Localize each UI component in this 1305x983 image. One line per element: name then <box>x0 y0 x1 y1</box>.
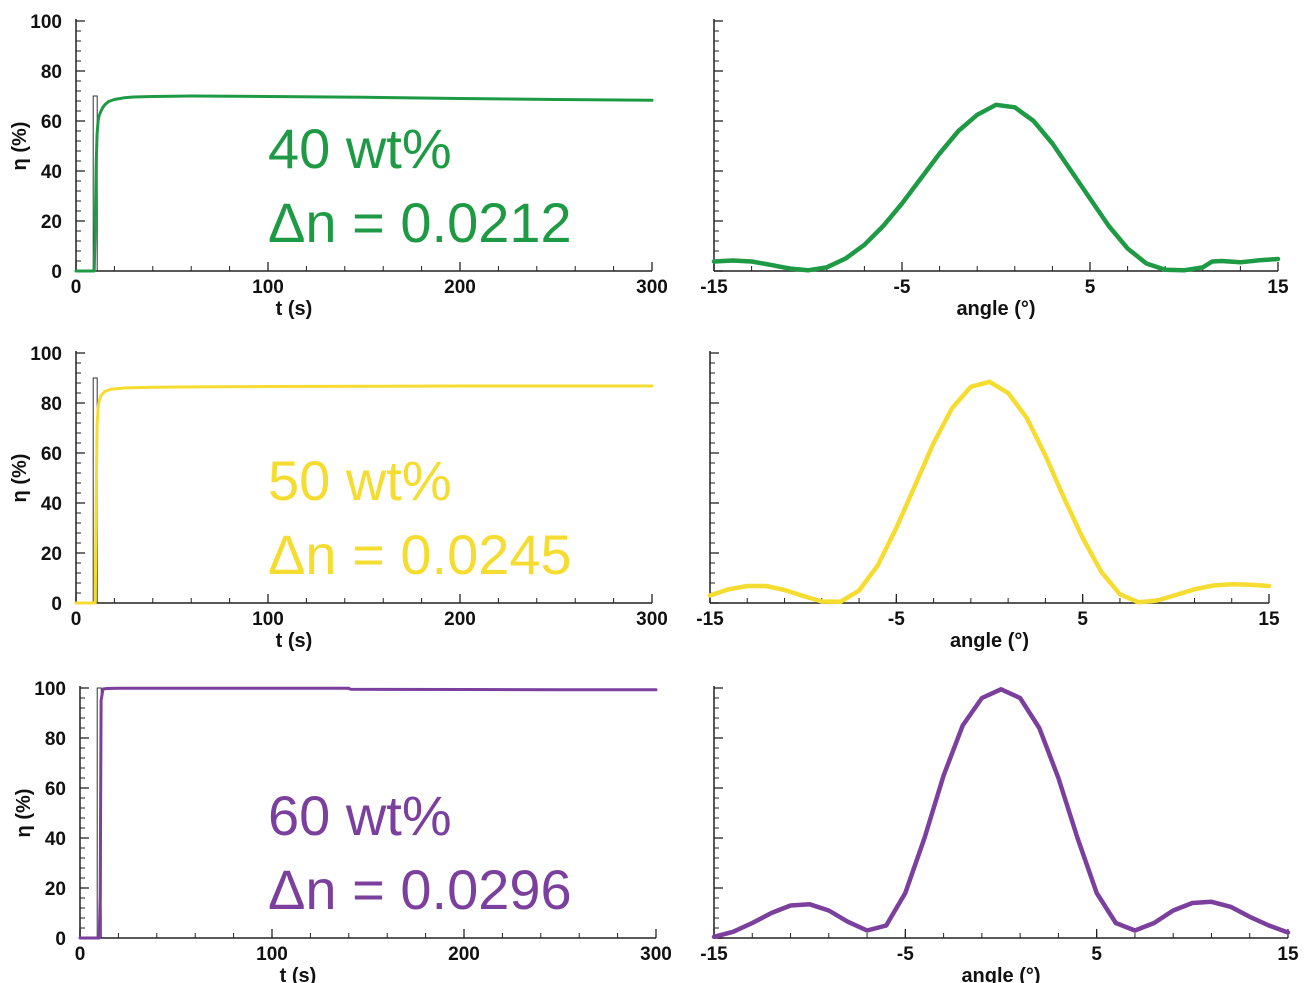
panel-bottom-right: -15 -5 5 15 angle (°) <box>700 686 1299 983</box>
y-tick-label: 80 <box>41 394 62 415</box>
y-tick-label: 0 <box>55 929 66 950</box>
y-tick-label: 0 <box>51 594 62 615</box>
x-tick-label: 15 <box>1277 944 1299 965</box>
series-line <box>711 102 1281 273</box>
series-line <box>707 379 1272 605</box>
series-line <box>78 686 658 940</box>
y-tick-label: 20 <box>41 212 62 233</box>
x-tick-label: 300 <box>636 277 668 298</box>
y-tick-label: 60 <box>41 444 62 465</box>
x-tick-label: -5 <box>888 609 905 630</box>
x-tick-label: 200 <box>444 277 476 298</box>
x-tick-label: -15 <box>700 277 728 298</box>
series-line <box>74 384 654 605</box>
x-tick-label: 0 <box>75 944 86 965</box>
y-axis-title: η (%) <box>13 789 35 838</box>
y-axis-title: η (%) <box>9 454 31 503</box>
x-tick-label: 0 <box>71 609 82 630</box>
y-tick-label: 60 <box>45 779 66 800</box>
x-tick-label: 15 <box>1258 609 1280 630</box>
y-tick-label: 20 <box>45 879 66 900</box>
delta-n-label: Δn = 0.0212 <box>268 191 572 254</box>
x-tick-label: 100 <box>256 944 288 965</box>
y-tick-label: 20 <box>41 544 62 565</box>
x-tick-label: 5 <box>1085 277 1096 298</box>
concentration-label: 50 wt% <box>268 449 452 512</box>
y-tick-label: 80 <box>41 62 62 83</box>
y-tick-label: 100 <box>34 679 66 700</box>
panel-top-right: -15 -5 5 15 angle (°) <box>700 19 1289 320</box>
x-tick-label: 100 <box>252 609 284 630</box>
x-tick-label: -5 <box>897 944 914 965</box>
y-tick-label: 100 <box>30 344 62 365</box>
y-tick-label: 40 <box>41 162 62 183</box>
x-tick-label: 5 <box>1091 944 1102 965</box>
y-tick-label: 40 <box>45 829 66 850</box>
concentration-label: 60 wt% <box>268 784 452 847</box>
x-axis-title: angle (°) <box>956 298 1035 320</box>
x-axis-title: t (s) <box>280 965 317 983</box>
delta-n-label: Δn = 0.0296 <box>268 858 572 921</box>
x-tick-label: 100 <box>252 277 284 298</box>
x-tick-label: -15 <box>700 944 728 965</box>
y-tick-label: 80 <box>45 729 66 750</box>
panel-middle-right: -15 -5 5 15 angle (°) <box>696 351 1280 652</box>
x-tick-label: 200 <box>444 609 476 630</box>
y-tick-label: 40 <box>41 494 62 515</box>
x-tick-label: -15 <box>696 609 724 630</box>
x-tick-label: -5 <box>894 277 911 298</box>
x-tick-label: 15 <box>1267 277 1289 298</box>
x-tick-label: 200 <box>448 944 480 965</box>
x-axis-title: t (s) <box>276 298 313 320</box>
series-line <box>74 94 654 273</box>
x-axis-title: t (s) <box>276 630 313 652</box>
concentration-label: 40 wt% <box>268 117 452 180</box>
x-tick-label: 300 <box>640 944 672 965</box>
y-tick-label: 100 <box>30 12 62 33</box>
x-tick-label: 0 <box>71 277 82 298</box>
x-tick-label: 5 <box>1077 609 1088 630</box>
x-axis-title: angle (°) <box>950 630 1029 652</box>
y-tick-label: 60 <box>41 112 62 133</box>
y-axis-title: η (%) <box>9 122 31 171</box>
x-axis-title: angle (°) <box>961 965 1040 983</box>
y-tick-label: 0 <box>51 262 62 283</box>
delta-n-label: Δn = 0.0245 <box>268 523 572 586</box>
series-line <box>711 687 1291 940</box>
x-tick-label: 300 <box>636 609 668 630</box>
